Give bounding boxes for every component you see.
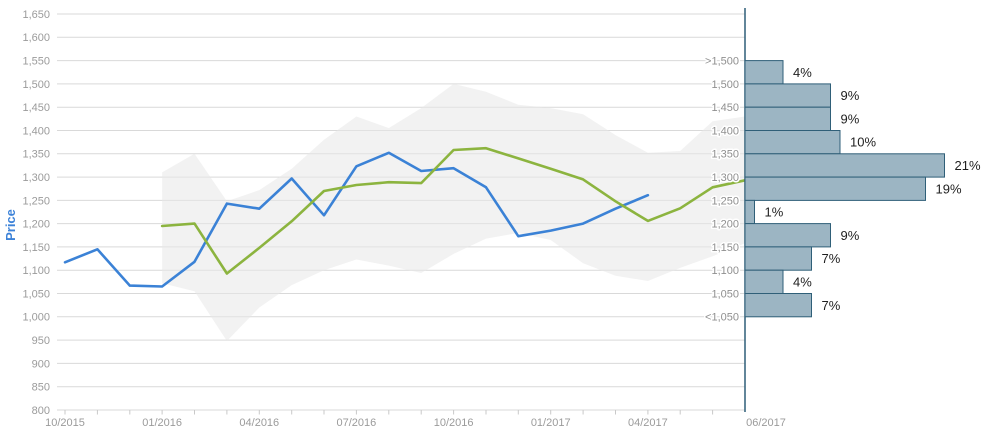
histogram-pct-label: 4% (793, 65, 812, 80)
histogram-bin-labels: >1,500 1,500 1,450 1,400 1,350 1,300 1,250 1,20… (704, 54, 741, 325)
histogram-bar (744, 199, 755, 225)
histogram-pct-label: 9% (841, 88, 860, 103)
y-tick-label: 1,400 (22, 125, 50, 137)
histogram-bar (744, 83, 831, 108)
y-tick-label: 1,100 (22, 265, 50, 277)
histogram-bin-label: 1,350 (711, 149, 739, 161)
histogram-pct-label: 9% (841, 228, 860, 243)
y-axis-labels: 800 850 900 950 1,000 1,050 1,100 1,150 1,200 1,2… (22, 9, 50, 417)
histogram-bar (744, 60, 784, 85)
y-tick-label: 1,600 (22, 32, 50, 44)
histogram-bar (744, 293, 812, 318)
histogram-pct-label: 10% (850, 135, 876, 150)
x-tick-label: 04/2017 (628, 417, 668, 429)
histogram-bar (744, 223, 831, 248)
histogram-bar (744, 106, 831, 131)
y-tick-label: 950 (32, 335, 50, 347)
histogram-bar (744, 130, 841, 155)
histogram-pct-label: 21% (955, 158, 981, 173)
x-tick-label: 01/2017 (531, 417, 571, 429)
y-tick-label: 800 (32, 405, 50, 417)
histogram-bin-label: 1,450 (711, 102, 739, 114)
y-tick-label: 1,250 (22, 195, 50, 207)
histogram-pct-label: 4% (793, 274, 812, 289)
histogram-bin-label: 1,250 (711, 195, 739, 207)
histogram-bin-label: 1,500 (711, 79, 739, 91)
histogram-pct-label: 1% (765, 205, 784, 220)
histogram-axis-label: 06/2017 (746, 417, 786, 429)
histogram-bar (744, 269, 784, 295)
x-ticks (64, 410, 714, 415)
y-tick-label: 1,350 (22, 149, 50, 161)
histogram-pct-label: 9% (841, 111, 860, 126)
histogram-pct-label: 19% (936, 181, 962, 196)
y-tick-label: 1,300 (22, 172, 50, 184)
y-tick-label: 1,200 (22, 218, 50, 230)
y-tick-label: 850 (32, 382, 50, 394)
histogram-bin-label: <1,050 (705, 312, 739, 324)
histogram-bin-label: 1,200 (711, 218, 739, 230)
y-tick-label: 1,150 (22, 242, 50, 254)
y-tick-label: 1,550 (22, 55, 50, 67)
range-band (162, 83, 746, 342)
history-line (63, 151, 650, 288)
y-axis-title: Price (3, 209, 18, 241)
y-tick-label: 1,000 (22, 312, 50, 324)
y-tick-label: 1,450 (22, 102, 50, 114)
histogram-bar (744, 153, 945, 178)
y-tick-label: 900 (32, 358, 50, 370)
histogram-bin-label: 1,300 (711, 172, 739, 184)
histogram-bin-label: >1,500 (705, 55, 739, 67)
histogram-bar (744, 176, 926, 201)
histogram-bar (744, 246, 812, 271)
forecast-line (160, 146, 747, 275)
x-tick-label: 01/2016 (142, 417, 182, 429)
histogram-bars: 4%9%9%10%21%19%1%9%7%4%7% (744, 60, 981, 318)
y-tick-label: 1,050 (22, 288, 50, 300)
x-tick-label: 10/2015 (45, 417, 85, 429)
histogram-bin-label: 1,100 (711, 265, 739, 277)
y-tick-label: 1,500 (22, 79, 50, 91)
x-tick-label: 04/2016 (239, 417, 279, 429)
histogram-pct-label: 7% (822, 298, 841, 313)
histogram-bin-label: 1,050 (711, 288, 739, 300)
y-tick-label: 1,650 (22, 9, 50, 21)
histogram-bin-label: 1,150 (711, 242, 739, 254)
x-tick-label: 07/2016 (337, 417, 377, 429)
x-axis-labels: 10/2015 01/2016 04/2016 07/2016 10/2016 01/20… (45, 417, 786, 429)
x-tick-label: 10/2016 (434, 417, 474, 429)
histogram-bin-label: 1,400 (711, 125, 739, 137)
histogram-pct-label: 7% (822, 251, 841, 266)
